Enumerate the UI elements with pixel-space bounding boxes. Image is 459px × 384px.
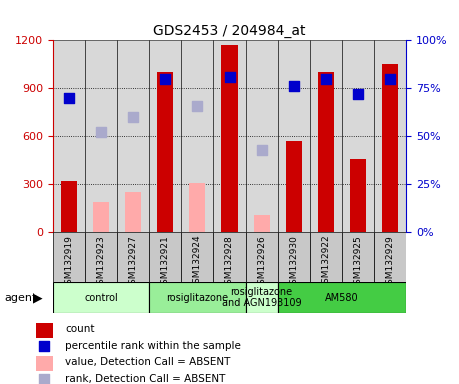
Point bbox=[129, 114, 137, 120]
Point bbox=[97, 129, 105, 136]
Bar bbox=[246, 232, 278, 282]
Point bbox=[354, 91, 362, 97]
Bar bbox=[117, 40, 149, 232]
Bar bbox=[117, 232, 149, 282]
Text: GSM132927: GSM132927 bbox=[129, 235, 138, 290]
Bar bbox=[93, 202, 109, 232]
Text: agent: agent bbox=[5, 293, 37, 303]
Bar bbox=[278, 232, 310, 282]
Bar bbox=[213, 40, 246, 232]
Point bbox=[258, 147, 265, 153]
Bar bbox=[149, 40, 181, 232]
Bar bbox=[149, 232, 181, 282]
Bar bbox=[310, 232, 342, 282]
Text: count: count bbox=[65, 324, 95, 334]
Bar bbox=[318, 72, 334, 232]
Bar bbox=[278, 282, 406, 313]
Text: value, Detection Call = ABSENT: value, Detection Call = ABSENT bbox=[65, 358, 230, 367]
Bar bbox=[342, 40, 374, 232]
Point bbox=[40, 376, 48, 382]
Bar bbox=[53, 40, 85, 232]
Point bbox=[322, 76, 330, 82]
Text: GSM132922: GSM132922 bbox=[321, 235, 330, 290]
Bar bbox=[125, 192, 141, 232]
Text: GSM132919: GSM132919 bbox=[64, 235, 73, 290]
Bar bbox=[36, 323, 52, 338]
Bar bbox=[285, 141, 302, 232]
Bar bbox=[53, 232, 85, 282]
Point bbox=[226, 74, 233, 80]
Point bbox=[40, 343, 48, 349]
Text: GSM132926: GSM132926 bbox=[257, 235, 266, 290]
Bar bbox=[278, 40, 310, 232]
Bar bbox=[310, 40, 342, 232]
Text: GSM132923: GSM132923 bbox=[96, 235, 106, 290]
Bar bbox=[382, 64, 398, 232]
Point bbox=[194, 103, 201, 109]
Bar bbox=[85, 40, 117, 232]
Point bbox=[290, 83, 297, 89]
Bar bbox=[254, 215, 270, 232]
Text: GSM132930: GSM132930 bbox=[289, 235, 298, 290]
Point bbox=[65, 95, 73, 101]
Bar bbox=[222, 45, 238, 232]
Bar bbox=[85, 232, 117, 282]
Bar bbox=[181, 232, 213, 282]
Text: GSM132921: GSM132921 bbox=[161, 235, 170, 290]
Text: percentile rank within the sample: percentile rank within the sample bbox=[65, 341, 241, 351]
Bar bbox=[374, 40, 406, 232]
Bar bbox=[149, 282, 246, 313]
Bar bbox=[181, 40, 213, 232]
Text: GSM132925: GSM132925 bbox=[353, 235, 363, 290]
Text: rank, Detection Call = ABSENT: rank, Detection Call = ABSENT bbox=[65, 374, 225, 384]
Text: GSM132929: GSM132929 bbox=[386, 235, 395, 290]
Point bbox=[386, 76, 394, 82]
Bar bbox=[246, 282, 278, 313]
Bar bbox=[190, 183, 206, 232]
Text: rosiglitazone
and AGN193109: rosiglitazone and AGN193109 bbox=[222, 287, 302, 308]
Bar bbox=[246, 40, 278, 232]
Text: GSM132928: GSM132928 bbox=[225, 235, 234, 290]
Title: GDS2453 / 204984_at: GDS2453 / 204984_at bbox=[153, 24, 306, 38]
Bar bbox=[61, 181, 77, 232]
Text: GSM132924: GSM132924 bbox=[193, 235, 202, 290]
Text: ▶: ▶ bbox=[33, 291, 43, 304]
Text: control: control bbox=[84, 293, 118, 303]
Bar bbox=[350, 159, 366, 232]
Point bbox=[162, 76, 169, 82]
Bar bbox=[157, 72, 174, 232]
Text: rosiglitazone: rosiglitazone bbox=[166, 293, 229, 303]
Bar bbox=[342, 232, 374, 282]
Bar bbox=[213, 232, 246, 282]
Bar bbox=[374, 232, 406, 282]
Text: AM580: AM580 bbox=[325, 293, 359, 303]
Bar bbox=[36, 356, 52, 371]
Bar bbox=[53, 282, 149, 313]
